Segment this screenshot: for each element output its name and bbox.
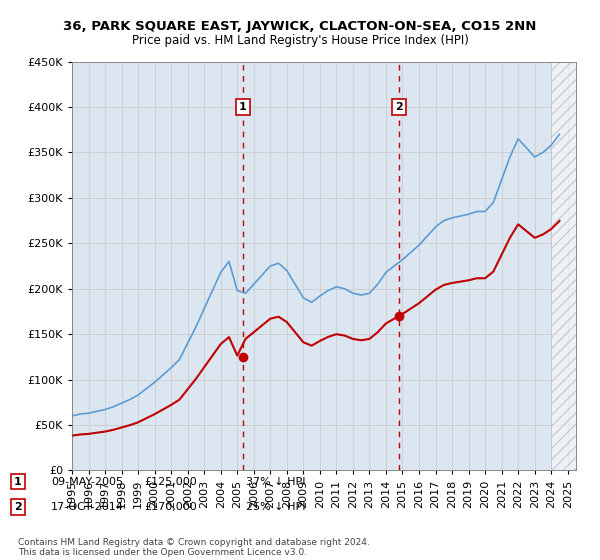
- Text: 17-OCT-2014: 17-OCT-2014: [51, 502, 124, 512]
- Text: 1: 1: [14, 477, 22, 487]
- Text: 25% ↓ HPI: 25% ↓ HPI: [246, 502, 305, 512]
- Text: 2: 2: [14, 502, 22, 512]
- Text: Price paid vs. HM Land Registry's House Price Index (HPI): Price paid vs. HM Land Registry's House …: [131, 34, 469, 46]
- Text: £170,000: £170,000: [144, 502, 197, 512]
- Text: 09-MAY-2005: 09-MAY-2005: [51, 477, 123, 487]
- Text: £125,000: £125,000: [144, 477, 197, 487]
- Text: 36, PARK SQUARE EAST, JAYWICK, CLACTON-ON-SEA, CO15 2NN: 36, PARK SQUARE EAST, JAYWICK, CLACTON-O…: [64, 20, 536, 32]
- Text: 37% ↓ HPI: 37% ↓ HPI: [246, 477, 305, 487]
- Text: 1: 1: [239, 102, 247, 112]
- Text: Contains HM Land Registry data © Crown copyright and database right 2024.
This d: Contains HM Land Registry data © Crown c…: [18, 538, 370, 557]
- Text: 2: 2: [395, 102, 403, 112]
- Bar: [551, 62, 576, 470]
